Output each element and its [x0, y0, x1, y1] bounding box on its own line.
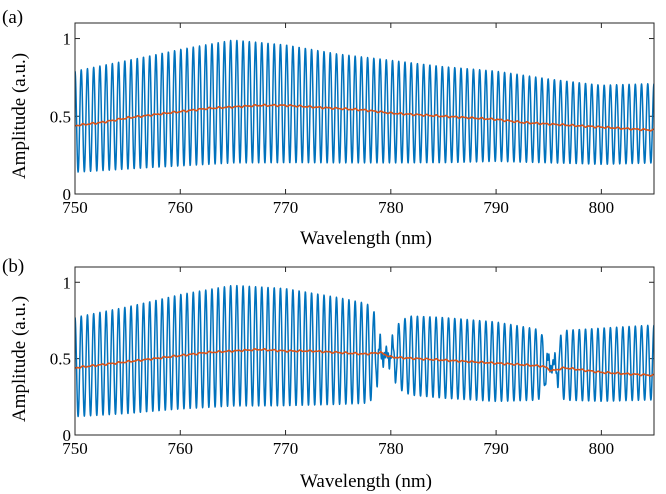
panel-b: (b) Amplitude (a.u.) Wavelength (nm) 750… — [2, 256, 655, 492]
panel-a-xtick-label-780: 780 — [378, 198, 404, 217]
panel-b-ytick-label-1: 1 — [63, 273, 72, 292]
panel-b-series-1-mean-line — [75, 347, 654, 377]
panel-a-axes-frame — [74, 22, 655, 195]
panel-a-ylabel: Amplitude (a.u.) — [9, 53, 30, 179]
panel-b-ylabel: Amplitude (a.u.) — [9, 296, 30, 422]
panel-a-xlabel: Wavelength (nm) — [300, 228, 432, 249]
panel-a-xtick-label-800: 800 — [589, 198, 615, 217]
panel-b-axes-frame — [74, 266, 655, 436]
panel-a-series-0-fringe-line — [75, 39, 654, 173]
panel-b-xtick-label-750: 750 — [62, 439, 88, 458]
panel-a-xtick-label-790: 790 — [483, 198, 509, 217]
panel-a-series-1-mean-line — [75, 103, 654, 132]
panel-b-series-0-fringe-line — [75, 284, 654, 418]
panel-a: (a) Amplitude (a.u.) Wavelength (nm) 750… — [2, 7, 655, 249]
panel-a-ytick-label-1: 1 — [63, 30, 72, 49]
panel-b-ytick-label-0: 0 — [63, 426, 72, 445]
panel-b-xtick-label-760: 760 — [168, 439, 194, 458]
panel-a-ytick-label-0: 0 — [63, 185, 72, 204]
panel-a-plot — [75, 39, 654, 173]
panel-a-xtick-label-760: 760 — [168, 198, 194, 217]
panel-b-xtick-label-800: 800 — [589, 439, 615, 458]
panel-a-xtick-label-750: 750 — [62, 198, 88, 217]
panel-b-xtick-label-770: 770 — [273, 439, 299, 458]
panel-b-xtick-label-790: 790 — [483, 439, 509, 458]
panel-b-label: (b) — [2, 256, 24, 277]
panel-a-ytick-label-0_5: 0.5 — [50, 107, 71, 126]
panel-b-plot — [75, 284, 654, 418]
panel-b-xtick-label-780: 780 — [378, 439, 404, 458]
panel-b-xlabel: Wavelength (nm) — [300, 471, 432, 492]
panel-a-xtick-label-770: 770 — [273, 198, 299, 217]
panel-a-ticks: 750 760 770 780 790 800 0 0.5 1 — [50, 23, 654, 217]
panel-a-label: (a) — [2, 7, 23, 28]
panel-b-ytick-label-0_5: 0.5 — [50, 350, 71, 369]
panel-b-ticks: 750 760 770 780 790 800 0 0.5 1 — [50, 267, 654, 458]
